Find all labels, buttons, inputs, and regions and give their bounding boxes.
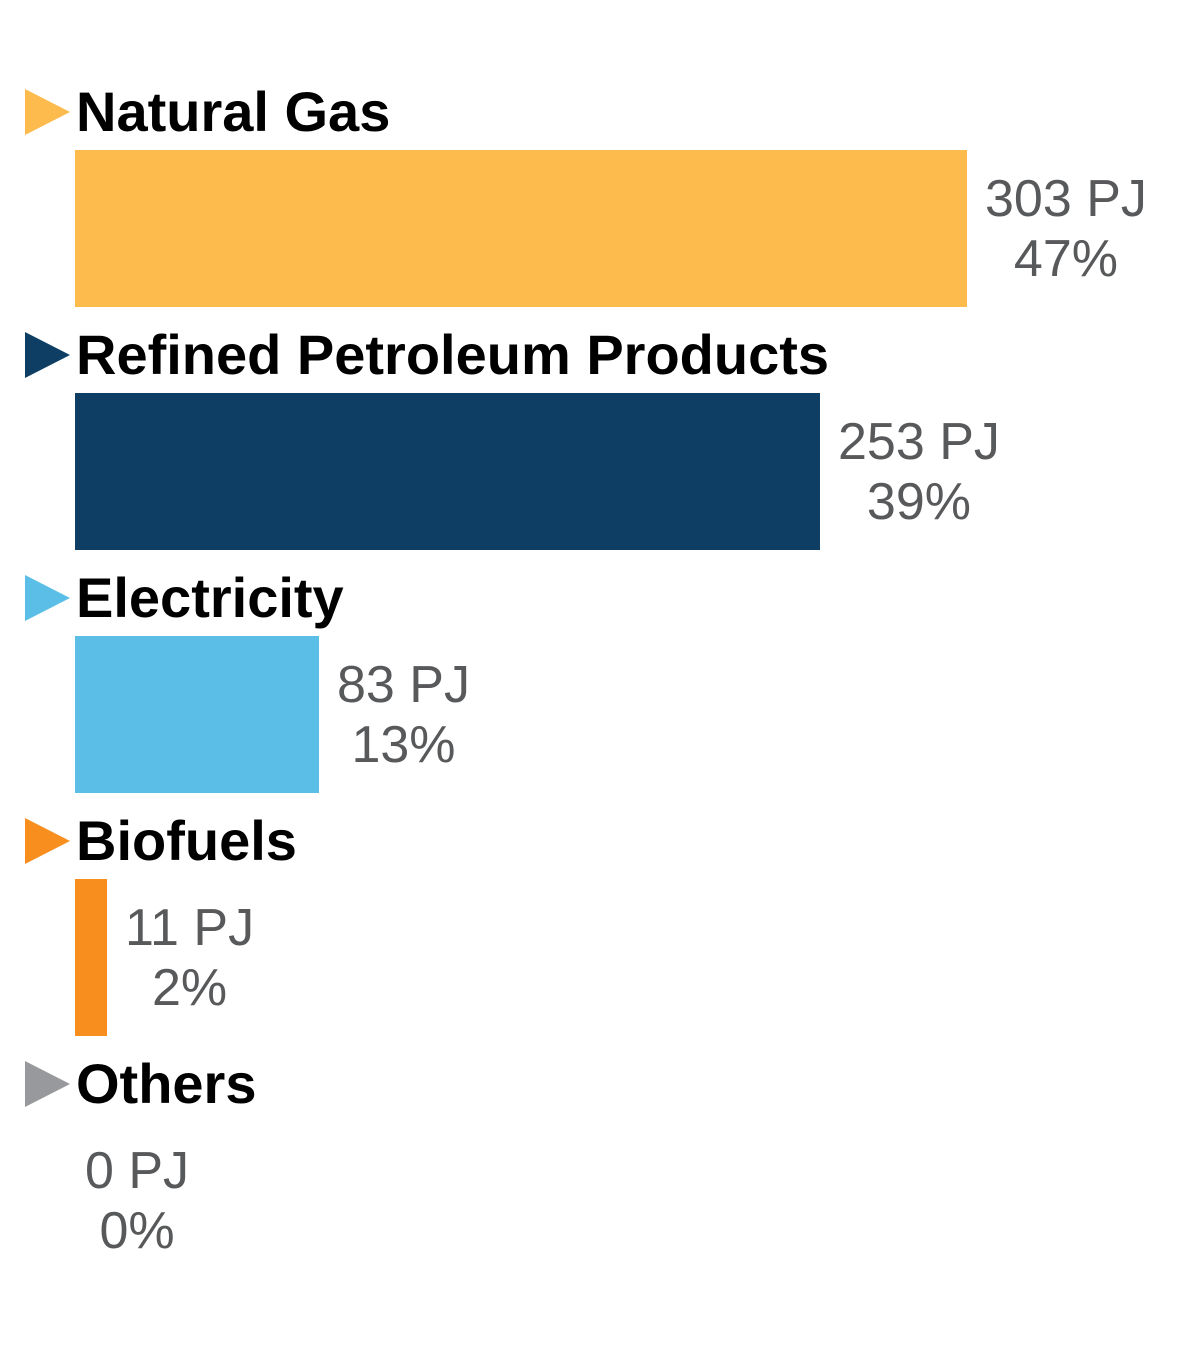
category-label: Natural Gas (76, 80, 391, 143)
chart-row: Others 0 PJ 0% (25, 1056, 1200, 1279)
bar (75, 150, 967, 307)
category-arrow-icon (25, 575, 70, 621)
category-arrow-icon (25, 89, 70, 135)
percent-label: 39% (866, 472, 971, 531)
bar (75, 879, 107, 1036)
bar (75, 393, 820, 550)
category-arrow-icon (25, 1061, 70, 1107)
category-header: Biofuels (25, 813, 1200, 869)
category-label: Biofuels (76, 809, 297, 872)
bar-row: 303 PJ 47% (75, 150, 1200, 307)
value-block: 303 PJ 47% (985, 169, 1147, 289)
value-block: 253 PJ 39% (838, 412, 1000, 532)
category-header: Natural Gas (25, 84, 1200, 140)
category-label: Others (76, 1052, 257, 1115)
value-label: 83 PJ (337, 655, 470, 714)
category-arrow-icon (25, 332, 70, 378)
value-block: 83 PJ 13% (337, 655, 470, 775)
bar-row: 253 PJ 39% (75, 393, 1200, 550)
bar (75, 636, 319, 793)
chart-row: Electricity 83 PJ 13% (25, 570, 1200, 793)
value-label: 303 PJ (985, 169, 1147, 228)
category-arrow-icon (25, 818, 70, 864)
chart-row: Biofuels 11 PJ 2% (25, 813, 1200, 1036)
value-label: 11 PJ (125, 898, 255, 957)
percent-label: 0% (99, 1201, 175, 1260)
value-block: 0 PJ 0% (85, 1141, 189, 1261)
value-label: 0 PJ (85, 1141, 190, 1200)
chart-row: Refined Petroleum Products 253 PJ 39% (25, 327, 1200, 550)
bar-row: 0 PJ 0% (75, 1122, 1200, 1279)
category-header: Others (25, 1056, 1200, 1112)
chart-row: Natural Gas 303 PJ 47% (25, 84, 1200, 307)
bar-row: 83 PJ 13% (75, 636, 1200, 793)
value-label: 253 PJ (838, 412, 1000, 471)
percent-label: 47% (1013, 229, 1118, 288)
category-label: Refined Petroleum Products (76, 323, 830, 386)
bar-row: 11 PJ 2% (75, 879, 1200, 1036)
percent-label: 2% (151, 958, 228, 1017)
chart-rows: Natural Gas 303 PJ 47% Refined Petroleum… (25, 84, 1200, 1279)
percent-label: 13% (351, 715, 456, 774)
category-header: Electricity (25, 570, 1200, 626)
category-label: Electricity (76, 566, 344, 629)
fuel-demand-bar-chart: Natural Gas 303 PJ 47% Refined Petroleum… (25, 84, 1200, 1279)
category-header: Refined Petroleum Products (25, 327, 1200, 383)
value-block: 11 PJ 2% (125, 898, 254, 1018)
